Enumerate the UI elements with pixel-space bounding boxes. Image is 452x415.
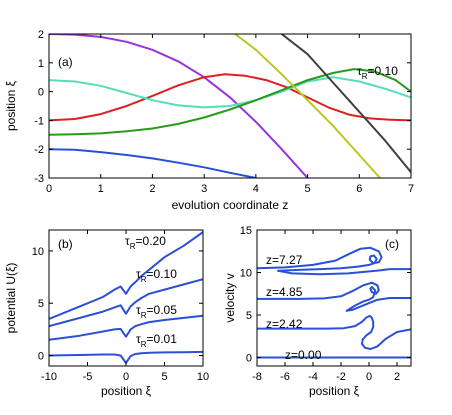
panel-b-ylabel: potential U(ξ): [4, 263, 18, 334]
panel-c-annotation-3: z=2.42: [266, 317, 303, 331]
panel-b-xtick-label: -5: [83, 371, 93, 383]
panel-b-series-2: [49, 278, 203, 328]
panel-b-xtick-label: 10: [197, 371, 209, 383]
panel-c-ytick-label: 0: [246, 353, 252, 365]
panel-b-xtick-label: 5: [161, 371, 167, 383]
panel-a-xtick-label: 2: [149, 183, 155, 195]
panel-c-annotation-2: z=4.85: [266, 285, 303, 299]
panel-a-series-7: [280, 34, 411, 174]
panel-b-annotation-3: τR=0.05: [136, 303, 177, 320]
panel-b-label: (b): [58, 237, 73, 251]
panel-b-xtick-label: -10: [41, 371, 57, 383]
panel-b-ytick-label: 0: [38, 351, 44, 363]
panel-a-ytick-label: -3: [34, 173, 44, 185]
panel-a-xlabel: evolution coordinate z: [172, 198, 289, 212]
panel-b-annotation-4: τR=0.01: [136, 332, 177, 349]
panel-a-ticks: 0 1 2 3 4 5 6 7 -3 -2 -1 0 1 2: [34, 29, 414, 195]
panel-a-curves: [49, 34, 411, 178]
panel-b-xtick-label: 0: [123, 371, 129, 383]
panel-b-ytick-label: 10: [32, 246, 44, 258]
panel-c-ytick-label: 15: [240, 225, 252, 237]
panel-c-xtick-label: -2: [336, 371, 346, 383]
panel-a-ytick-label: -2: [34, 144, 44, 156]
panel-a-series-4: [49, 76, 411, 109]
panel-a-ytick-label: 1: [38, 58, 44, 70]
panel-c-xtick-label: 0: [366, 371, 372, 383]
panel-a-series-3: [49, 73, 411, 122]
panel-a-series-1: [49, 34, 309, 178]
panel-b: -10 -5 0 5 10 0 5 10 (b) τR=0.20 τR=0.10 τR=0.0…: [4, 229, 209, 398]
panel-c-ticks: -8 -6 -4 -2 0 2 0 5 10 15: [240, 225, 411, 383]
panel-a-xtick-label: 4: [253, 183, 259, 195]
panel-c-xtick-label: 2: [394, 371, 400, 383]
panel-a-series-6: [234, 34, 381, 178]
panel-a-series-2: [49, 148, 257, 178]
panel-a-ytick-label: -1: [34, 115, 44, 127]
panel-c-annotation-1: z=7.27: [266, 253, 303, 267]
panel-c-xtick-label: -4: [308, 371, 318, 383]
panel-a-frame: [48, 33, 412, 179]
panel-b-annotation-1: τR=0.20: [125, 234, 166, 251]
panel-b-series-3: [49, 314, 203, 341]
panel-c-xtick-label: -8: [252, 371, 262, 383]
panel-c-series-3: [257, 281, 411, 312]
panel-a-ylabel: position ξ: [4, 80, 18, 131]
panel-a-label: (a): [58, 55, 73, 69]
panel-a: 0 1 2 3 4 5 6 7 -3 -2 -1 0 1 2 (a) τR=0.10 evolution …: [4, 29, 414, 212]
panel-b-series-4: [49, 350, 203, 364]
panel-b-curves: [49, 231, 203, 364]
panel-b-annotation-2: τR=0.10: [136, 267, 177, 284]
panel-c-ylabel: velocity v: [223, 273, 237, 322]
panel-c-label: (c): [385, 237, 399, 251]
panel-a-annotation: τR=0.10: [357, 64, 398, 81]
panel-b-ticks: -10 -5 0 5 10 0 5 10: [32, 230, 209, 383]
panel-a-xtick-label: 6: [356, 183, 362, 195]
panel-a-xtick-label: 7: [408, 183, 414, 195]
panel-a-ytick-label: 2: [38, 29, 44, 41]
panel-c: -8 -6 -4 -2 0 2 0 5 10 15 (c) z=7.27 z=4.85 z=2.4…: [223, 225, 412, 398]
panel-b-series-1: [49, 231, 203, 320]
panel-c-curves: [257, 246, 411, 359]
panel-c-ytick-label: 10: [240, 268, 252, 280]
panel-c-xlabel: position ξ: [309, 384, 360, 398]
panel-c-annotation-4: z=0.00: [285, 348, 322, 362]
panel-c-series-4: [257, 246, 411, 276]
panel-c-ytick-label: 5: [246, 310, 252, 322]
panel-a-xtick-label: 0: [46, 183, 52, 195]
panel-b-ytick-label: 5: [38, 298, 44, 310]
panel-c-frame: [256, 229, 412, 367]
panel-c-xtick-label: -6: [280, 371, 290, 383]
panel-a-xtick-label: 3: [201, 183, 207, 195]
panel-a-series-5: [49, 68, 411, 136]
panel-a-xtick-label: 5: [305, 183, 311, 195]
panel-a-xtick-label: 1: [98, 183, 104, 195]
panel-c-series-2: [257, 314, 411, 350]
panel-a-ytick-label: 0: [38, 87, 44, 99]
panel-b-xlabel: position ξ: [101, 384, 152, 398]
